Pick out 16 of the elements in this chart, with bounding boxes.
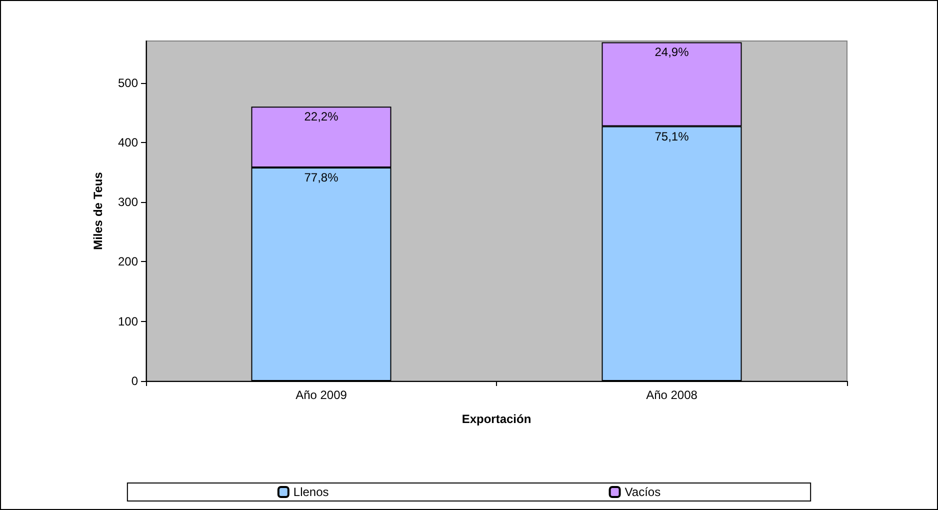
legend-label: Llenos <box>293 485 329 499</box>
y-tick-label: 400 <box>118 135 138 150</box>
y-tick-label: 0 <box>131 374 138 388</box>
legend-label: Vacíos <box>624 485 661 499</box>
x-tick-label: Año 2008 <box>646 388 698 402</box>
annotation: 77,8% <box>304 170 339 184</box>
annotation: 22,2% <box>304 110 339 124</box>
y-tick-label: 500 <box>118 76 138 90</box>
y-tick-label: 200 <box>118 254 138 269</box>
x-axis-title: Exportación <box>462 412 532 426</box>
annotation: 75,1% <box>654 129 690 144</box>
x-tick-label: Año 2009 <box>296 388 348 402</box>
y-tick-label: 100 <box>118 314 138 328</box>
annotation: 24,9% <box>654 45 690 60</box>
y-tick-label: 300 <box>118 195 138 210</box>
y-axis-title: Miles de Teus <box>91 172 105 250</box>
